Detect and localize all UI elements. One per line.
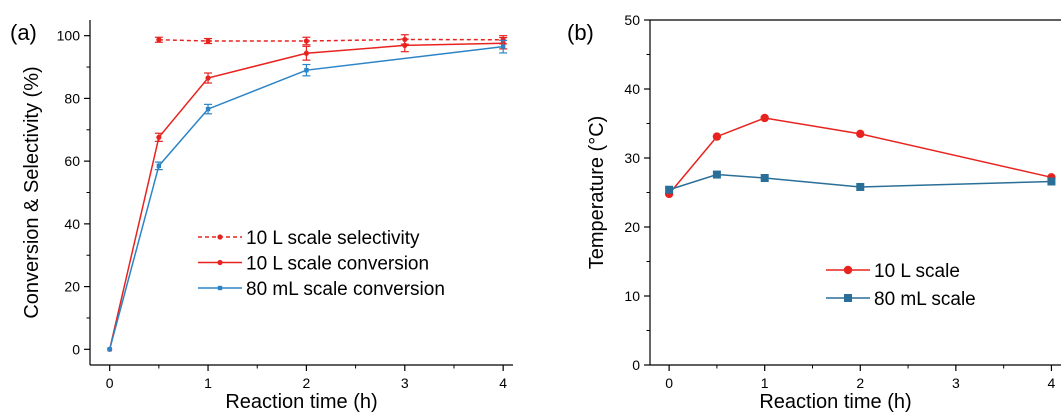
series-line [108,45,504,350]
series-0 [664,113,1056,199]
x-tick-label: 1 [204,375,212,391]
data-point [712,170,721,179]
data-point [107,347,112,352]
legend-label: 80 mL scale [874,289,976,310]
data-point [205,75,211,81]
y-tick-label: 20 [64,279,80,295]
legend-marker [217,234,223,240]
y-axis-title: Conversion & Selectivity (%) [21,66,43,318]
panel-label: (b) [567,20,594,45]
legend-label: 80 mL scale conversion [246,279,445,300]
data-point [665,185,674,194]
y-tick-label: 40 [64,216,80,232]
y-tick-label: 40 [624,81,640,97]
legend-label: 10 L scale [874,261,960,282]
x-tick-label: 3 [401,375,409,391]
data-point [1047,177,1056,186]
y-tick-label: 0 [632,357,640,373]
data-point [303,50,310,56]
y-tick-label: 60 [64,153,80,169]
x-tick-label: 2 [856,375,864,391]
y-tick-label: 20 [624,219,640,235]
data-point [205,38,211,44]
series-0 [154,34,508,46]
data-point [500,44,506,49]
y-tick-label: 100 [57,28,81,44]
x-tick-label: 4 [1048,375,1056,391]
data-point [402,42,408,49]
y-tick-label: 50 [624,12,640,28]
legend: 10 L scale 80 mL scale [826,261,976,310]
y-tick-label: 0 [72,341,80,357]
legend-marker [217,259,223,266]
data-point [760,113,769,123]
data-point [856,129,865,139]
panel-label: (a) [10,20,37,45]
series-1 [665,170,1056,194]
legend-marker [844,294,852,302]
x-tick-label: 0 [106,375,114,391]
legend: 10 L scale selectivity 10 L scale convers… [198,228,445,300]
series-line [108,42,504,350]
x-tick-label: 3 [952,375,960,391]
x-axis-title: Reaction time (h) [225,391,377,413]
series-1 [107,36,508,352]
x-tick-label: 2 [303,375,311,391]
data-point [156,37,162,43]
legend-marker [843,265,853,275]
x-axis-title: Reaction time (h) [759,391,911,413]
data-point [156,163,162,169]
series-2 [107,39,508,352]
data-point [205,106,211,112]
y-tick-label: 10 [624,288,640,304]
data-point [760,174,769,183]
legend-label: 10 L scale conversion [246,254,429,275]
y-axis-title: Temperature (°C) [586,116,608,270]
data-point [712,132,722,141]
y-tick-label: 30 [624,150,640,166]
legend-marker [217,285,223,291]
y-tick-label: 80 [64,90,80,106]
data-point [856,182,865,191]
x-tick-label: 0 [665,375,673,391]
data-point [303,38,310,44]
data-point [304,67,309,73]
legend-label: 10 L scale selectivity [246,228,420,249]
x-tick-label: 1 [761,375,769,391]
data-point [156,134,162,140]
x-tick-label: 4 [499,375,507,391]
